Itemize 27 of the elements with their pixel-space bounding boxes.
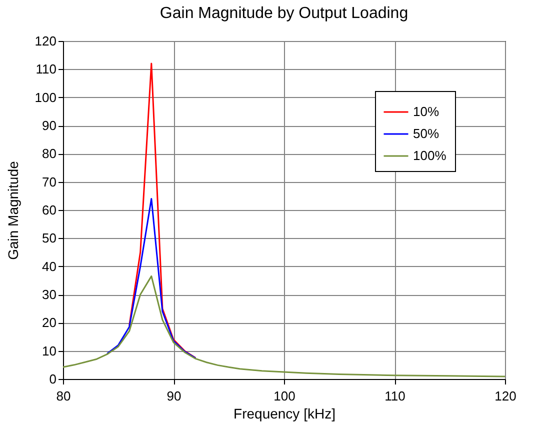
x-tick-label: 80 xyxy=(56,388,71,404)
x-tick-label: 120 xyxy=(494,388,516,404)
y-tick-label: 90 xyxy=(42,118,56,133)
x-tick-label: 90 xyxy=(166,388,182,404)
line-series xyxy=(106,198,196,359)
x-tick-label: 110 xyxy=(384,388,406,404)
chart-title: Gain Magnitude by Output Loading xyxy=(160,5,408,22)
x-tick-label: 100 xyxy=(274,388,296,404)
y-tick-label: 10 xyxy=(42,343,56,358)
y-tick-label: 40 xyxy=(42,258,56,274)
legend-label: 50% xyxy=(413,126,440,141)
y-tick-label: 70 xyxy=(42,174,56,190)
y-tick-label: 100 xyxy=(34,90,56,105)
y-tick-label: 30 xyxy=(42,287,56,302)
y-tick-label: 50 xyxy=(42,230,56,246)
y-tick-label: 120 xyxy=(34,34,56,48)
y-tick-label: 60 xyxy=(42,202,56,218)
line-series xyxy=(128,62,196,359)
y-tick-label: 80 xyxy=(42,146,56,162)
x-axis-title: Frequency [kHz] xyxy=(234,406,336,422)
y-tick-label: 0 xyxy=(49,372,56,386)
y-tick-label: 20 xyxy=(42,315,56,330)
y-axis-title: Gain Magnitude xyxy=(4,160,21,260)
legend-label: 10% xyxy=(413,104,440,119)
line-series xyxy=(62,275,506,378)
y-tick-label: 110 xyxy=(36,62,56,77)
legend-label: 100% xyxy=(413,148,447,163)
